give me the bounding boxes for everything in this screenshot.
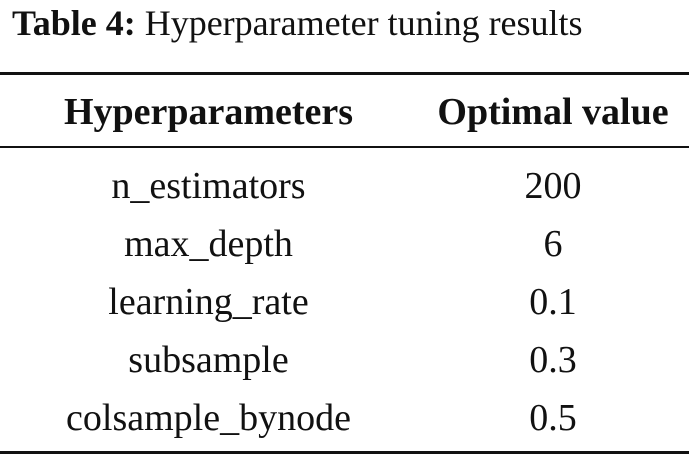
table-cell: subsample xyxy=(128,339,289,381)
table-cell: learning_rate xyxy=(108,281,309,323)
table-cell: 0.5 xyxy=(529,397,577,439)
caption-label: Table 4: xyxy=(12,3,136,43)
table-cell: colsample_bynode xyxy=(66,397,351,439)
table-cell: 6 xyxy=(543,223,563,265)
table-cell: 200 xyxy=(524,165,582,207)
table-cell: n_estimators xyxy=(111,165,306,207)
mid-rule xyxy=(0,146,689,148)
table-cell: 0.3 xyxy=(529,339,577,381)
caption-text: Hyperparameter tuning results xyxy=(144,3,583,43)
table-cell: 0.1 xyxy=(529,281,577,323)
table-cell: max_depth xyxy=(124,223,293,265)
header-cell: Optimal value xyxy=(437,91,669,133)
top-rule xyxy=(0,72,689,75)
bottom-rule xyxy=(0,451,689,454)
table-caption: Table 4: Hyperparameter tuning results xyxy=(12,2,583,44)
header-cell: Hyperparameters xyxy=(63,91,354,133)
